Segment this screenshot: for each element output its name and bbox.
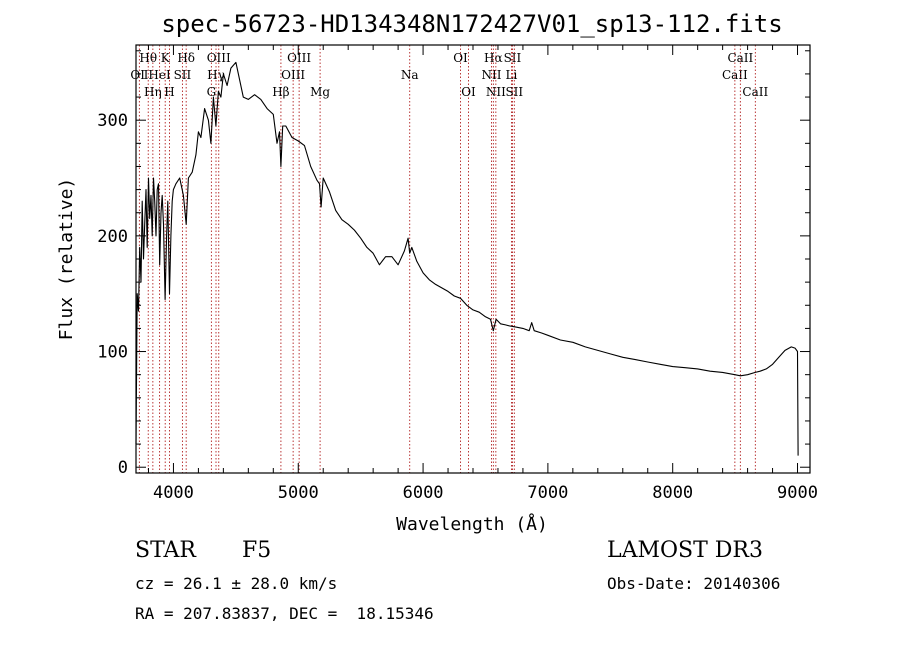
redshift-velocity: cz = 26.1 ± 28.0 km/s	[135, 574, 338, 593]
axis-ticks: 4000 5000 6000 7000 8000 9000 0 100 200 300	[97, 45, 818, 503]
y-axis-label: Flux (relative)	[56, 178, 77, 341]
spectral-line-label: Hη	[144, 85, 162, 99]
spectral-line-label: NII	[486, 85, 506, 99]
spectral-line-label: G	[207, 85, 217, 99]
spectral-line-label: Hθ	[139, 51, 157, 65]
x-tick-label: 9000	[777, 483, 818, 503]
spectral-line-label: CaII	[727, 51, 753, 65]
x-tick-label: 4000	[153, 483, 194, 503]
spectral-line-label: OIII	[207, 51, 231, 65]
x-tick-label: 8000	[652, 483, 693, 503]
y-tick-label: 100	[97, 343, 128, 363]
spectral-line-label: NII	[481, 68, 501, 82]
x-tick-label: 7000	[527, 483, 568, 503]
spectral-line-label: SII	[505, 85, 523, 99]
plot-frame	[135, 44, 811, 474]
spectral-subclass: F5	[242, 538, 272, 563]
spectral-line-label: CaII	[722, 68, 748, 82]
x-tick-label: 6000	[403, 483, 444, 503]
x-tick-label: 5000	[278, 483, 319, 503]
line-marker-layer: OⅡHθHηHeIKHSIIHδGHγOIIIHβOIIIOIIIMgNaOIO…	[130, 45, 768, 473]
spectral-line-label: SII	[504, 51, 522, 65]
y-tick-label: 200	[97, 227, 128, 247]
spectral-line-label: OI	[461, 85, 476, 99]
object-type: STAR	[135, 538, 196, 563]
chart-title: spec-56723-HD134348N172427V01_sp13-112.f…	[161, 10, 782, 38]
observation-date: Obs-Date: 20140306	[607, 574, 781, 593]
y-tick-label: 0	[118, 458, 128, 478]
series-layer	[135, 61, 799, 456]
spectral-line-label: H	[164, 85, 174, 99]
spectral-line-label: HeI	[148, 68, 171, 82]
series-line-spectrum	[135, 61, 799, 456]
spectral-line-label: SII	[174, 68, 192, 82]
spectral-line-label: Hγ	[207, 68, 225, 82]
spectral-line-label: Li	[506, 68, 518, 82]
spectral-line-label: OI	[453, 51, 468, 65]
spectral-line-label: Hδ	[177, 51, 195, 65]
spectral-line-label: Hα	[484, 51, 503, 65]
spectral-line-label: K	[161, 51, 171, 65]
spectral-line-label: Hβ	[272, 85, 289, 99]
spectral-line-label: Mg	[310, 85, 330, 99]
survey-name: LAMOST DR3	[607, 538, 763, 563]
spectral-line-label: OIII	[281, 68, 305, 82]
spectral-line-label: CaII	[742, 85, 768, 99]
y-tick-label: 300	[97, 111, 128, 131]
spectrum-chart: spec-56723-HD134348N172427V01_sp13-112.f…	[56, 10, 818, 535]
x-axis-label: Wavelength (Å)	[396, 513, 548, 535]
coordinates: RA = 207.83837, DEC = 18.15346	[135, 604, 434, 623]
spectral-line-label: Na	[401, 68, 419, 82]
spectral-line-label: OIII	[287, 51, 311, 65]
spectral-line-label: OⅡ	[130, 68, 148, 82]
